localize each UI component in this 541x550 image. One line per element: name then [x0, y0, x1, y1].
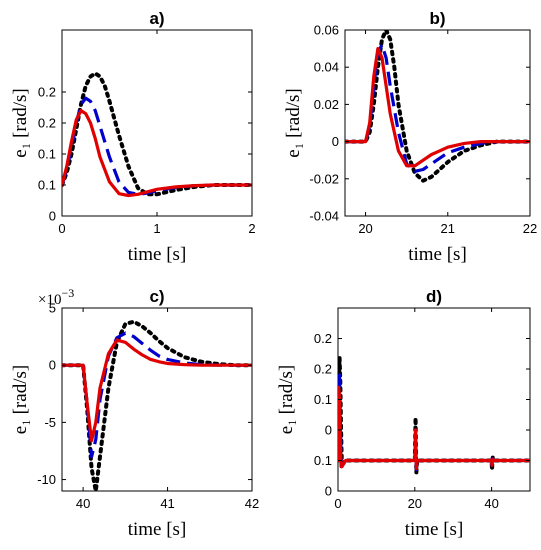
y-tick-label: 0	[325, 484, 332, 499]
y-tick-label: 0.2	[38, 116, 56, 131]
y-axis-label: e₁ [rad/s]	[276, 365, 297, 434]
panel-4: 0 20 40 0 0.1 0 0.1 0.2 0.2 d) time [s] e₁ [rad/s]	[276, 287, 531, 540]
series-line-dotted	[62, 319, 252, 491]
y-axis-label: e₁ [rad/s]	[10, 365, 31, 434]
series-line-solid	[62, 108, 252, 198]
y-axis-label: e₁ [rad/s]	[283, 88, 304, 157]
x-axis-label: time [s]	[405, 519, 464, 540]
x-tick-label: 42	[245, 496, 259, 511]
y-tick-label: 0	[49, 209, 56, 224]
series-line-solid	[345, 46, 530, 168]
y-tick-label: 0.2	[38, 85, 56, 100]
y-tick-label: -5	[44, 415, 56, 430]
y-tick-label: 0.02	[314, 97, 339, 112]
y-tick-label: -0.04	[309, 209, 339, 224]
x-tick-label: 40	[76, 496, 90, 511]
y-tick-label: 0	[325, 423, 332, 438]
panel-title: b)	[429, 9, 445, 28]
y-axis-label: e₁ [rad/s]	[10, 88, 31, 157]
series-line-dotted	[345, 30, 530, 183]
panel-1: 0 1 2 0 0.1 0.1 0.2 0.2 a) time [s] e₁ [rad/s]	[10, 9, 256, 265]
panel-title: c)	[149, 287, 164, 306]
series-line-solid	[62, 338, 252, 443]
x-tick-label: 22	[523, 221, 537, 236]
series-line-solid	[338, 385, 530, 471]
x-tick-label: 20	[358, 221, 372, 236]
panel-title: d)	[426, 287, 442, 306]
y-tick-label: 0.1	[314, 453, 332, 468]
y-axis-multiplier: ×10−3	[38, 286, 74, 308]
x-axis-label: time [s]	[128, 244, 187, 265]
y-tick-label: -10	[37, 472, 56, 487]
x-tick-label: 40	[484, 496, 498, 511]
y-tick-label: 0.1	[314, 392, 332, 407]
y-tick-label: 0.2	[314, 331, 332, 346]
x-tick-label: 2	[248, 221, 255, 236]
y-tick-label: -0.02	[309, 171, 339, 186]
panel-3: 40 41 42 -10 -5 0 5 c) time [s] e₁ [rad/s] ×10−3	[10, 286, 259, 540]
x-axis-label: time [s]	[128, 519, 187, 540]
x-tick-label: 0	[58, 221, 65, 236]
axes-frame	[337, 307, 531, 492]
x-tick-label: 1	[153, 221, 160, 236]
x-axis-label: time [s]	[408, 244, 467, 265]
x-tick-label: 41	[160, 496, 174, 511]
y-tick-label: 5	[49, 301, 56, 316]
x-tick-label: 21	[441, 221, 455, 236]
x-tick-label: 0	[334, 496, 341, 511]
y-tick-label: 0.06	[314, 23, 339, 38]
y-tick-label: 0	[332, 134, 339, 149]
panel-2: 20 21 22 -0.04 -0.02 0 0.02 0.04 0.06 b) time [s] e…	[283, 9, 537, 265]
y-tick-label: 0.04	[314, 60, 339, 75]
y-tick-label: 0.1	[38, 178, 56, 193]
y-tick-label: 0.2	[314, 362, 332, 377]
y-tick-label: 0.1	[38, 147, 56, 162]
panel-title: a)	[149, 9, 164, 28]
x-tick-label: 20	[408, 496, 422, 511]
y-tick-label: 0	[49, 358, 56, 373]
